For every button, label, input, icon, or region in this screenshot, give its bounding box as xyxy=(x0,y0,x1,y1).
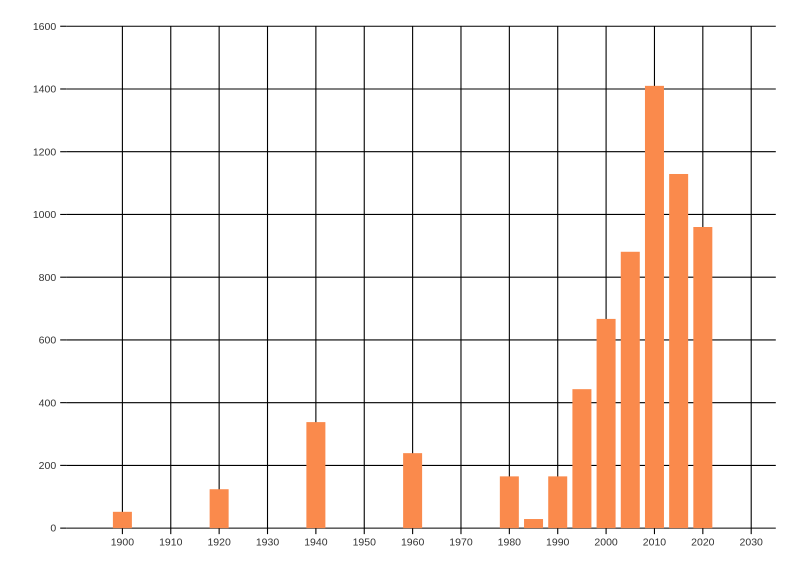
svg-text:1900: 1900 xyxy=(111,536,135,548)
svg-text:2020: 2020 xyxy=(691,536,715,548)
svg-text:600: 600 xyxy=(39,335,57,347)
svg-text:2010: 2010 xyxy=(643,536,667,548)
svg-text:800: 800 xyxy=(39,272,57,284)
svg-text:1920: 1920 xyxy=(207,536,231,548)
svg-text:0: 0 xyxy=(50,523,56,535)
svg-text:2000: 2000 xyxy=(594,536,618,548)
svg-text:1910: 1910 xyxy=(159,536,183,548)
svg-text:1950: 1950 xyxy=(353,536,377,548)
svg-text:200: 200 xyxy=(39,460,57,472)
svg-text:1970: 1970 xyxy=(449,536,473,548)
svg-text:1980: 1980 xyxy=(498,536,522,548)
svg-text:400: 400 xyxy=(39,397,57,409)
svg-text:1990: 1990 xyxy=(546,536,570,548)
svg-text:1600: 1600 xyxy=(33,21,57,33)
svg-text:1400: 1400 xyxy=(33,84,57,96)
svg-text:2030: 2030 xyxy=(740,536,764,548)
svg-text:1930: 1930 xyxy=(256,536,280,548)
svg-text:1960: 1960 xyxy=(401,536,425,548)
svg-text:1940: 1940 xyxy=(304,536,328,548)
svg-text:1200: 1200 xyxy=(33,146,57,158)
svg-text:1000: 1000 xyxy=(33,209,57,221)
